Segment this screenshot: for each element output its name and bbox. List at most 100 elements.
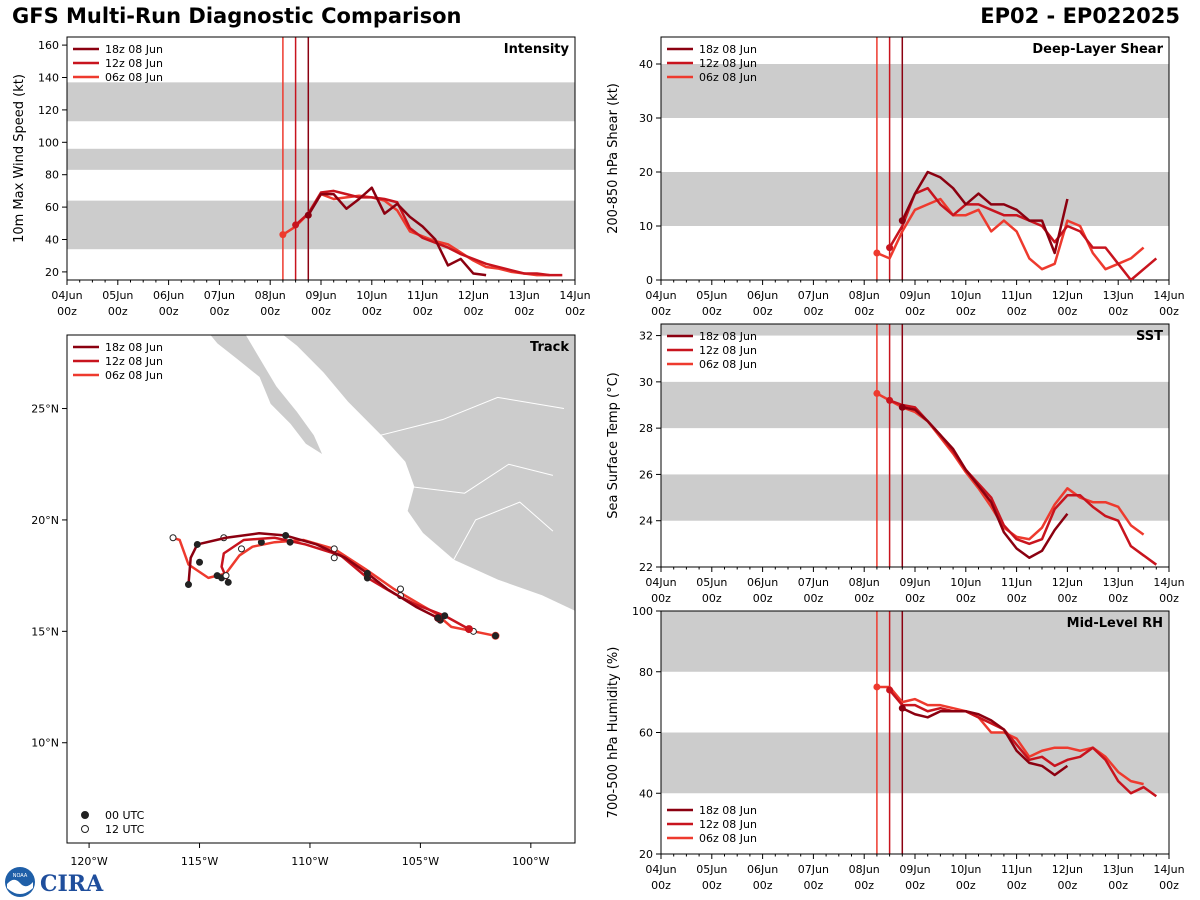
series-start-marker-rh-2 <box>898 704 906 712</box>
state-boundary-2 <box>453 501 554 561</box>
x-tick-label-shear-10: 14Jun <box>1153 289 1184 302</box>
x-tick-sublabel-shear-10: 00z <box>1159 305 1179 318</box>
band-sst-0 <box>661 474 1169 521</box>
series-start-marker-rh-0 <box>873 683 881 691</box>
y-axis-label-shear: 200-850 hPa Shear (kt) <box>606 83 621 234</box>
series-line-track-1 <box>220 536 470 631</box>
band-sst-1 <box>661 381 1169 429</box>
x-tick-sublabel-intensity-7: 00z <box>413 305 433 318</box>
x-tick-label-sst-2: 06Jun <box>747 576 778 589</box>
y-tick-label-rh-4: 100 <box>632 605 653 618</box>
x-tick-sublabel-intensity-2: 00z <box>159 305 179 318</box>
x-tick-sublabel-intensity-0: 00z <box>57 305 77 318</box>
series-line-sst-2 <box>902 406 1069 559</box>
y-tick-label-rh-1: 40 <box>639 787 653 800</box>
series-start-marker-sst-2 <box>898 403 906 411</box>
track-dot-1-7 <box>222 572 230 580</box>
x-tick-sublabel-shear-5: 00z <box>905 305 925 318</box>
x-tick-sublabel-rh-8: 00z <box>1058 879 1078 892</box>
page-title: GFS Multi-Run Diagnostic Comparison <box>12 4 462 28</box>
series-line-intensity-2 <box>307 186 487 277</box>
axes-frame-track <box>66 334 576 844</box>
y-tick-label-track-3: 25°N <box>31 403 59 416</box>
series-line-intensity-1 <box>294 189 563 277</box>
x-tick-sublabel-intensity-3: 00z <box>210 305 230 318</box>
state-boundary-0 <box>409 463 554 494</box>
x-tick-sublabel-intensity-10: 00z <box>565 305 585 318</box>
y-axis-label-sst: Sea Surface Temp (°C) <box>606 372 621 519</box>
y-tick-label-intensity-3: 80 <box>45 169 59 182</box>
x-tick-label-intensity-6: 10Jun <box>356 289 387 302</box>
x-tick-sublabel-shear-8: 00z <box>1058 305 1078 318</box>
x-tick-sublabel-sst-7: 00z <box>1007 592 1027 605</box>
y-tick-label-sst-0: 22 <box>639 561 653 574</box>
series-start-marker-sst-0 <box>873 389 881 397</box>
x-tick-label-shear-3: 07Jun <box>798 289 829 302</box>
x-tick-sublabel-sst-2: 00z <box>753 592 773 605</box>
x-tick-label-rh-5: 09Jun <box>899 863 930 876</box>
band-rh-0 <box>661 732 1169 794</box>
legend-label-intensity-1: 12z 08 Jun <box>105 57 163 70</box>
y-tick-label-intensity-1: 40 <box>45 234 59 247</box>
legend-label-rh-1: 12z 08 Jun <box>699 818 757 831</box>
y-tick-label-intensity-4: 100 <box>38 136 59 149</box>
x-tick-label-sst-5: 09Jun <box>899 576 930 589</box>
track-dot-2-4 <box>184 581 192 589</box>
y-tick-label-track-1: 15°N <box>31 625 59 638</box>
x-tick-sublabel-rh-1: 00z <box>702 879 722 892</box>
y-tick-label-track-0: 10°N <box>31 737 59 750</box>
x-tick-sublabel-sst-9: 00z <box>1108 592 1128 605</box>
x-tick-label-intensity-2: 06Jun <box>153 289 184 302</box>
track-dot-1-6 <box>330 554 338 562</box>
x-tick-label-rh-0: 04Jun <box>645 863 676 876</box>
chart-title-sst: SST <box>1136 329 1163 344</box>
track-dot-2-0 <box>434 614 442 622</box>
chart-intensity: 04Jun 00z 05Jun 00z 06Jun 00z 07Jun 00z 08Jun 00z… <box>12 36 591 318</box>
x-tick-label-intensity-4: 08Jun <box>255 289 286 302</box>
mainland-mexico <box>281 335 575 612</box>
series-line-rh-1 <box>888 689 1158 798</box>
x-tick-label-intensity-7: 11Jun <box>407 289 438 302</box>
x-tick-sublabel-rh-6: 00z <box>956 879 976 892</box>
chart-title-shear: Deep-Layer Shear <box>1032 42 1163 57</box>
x-tick-label-sst-7: 11Jun <box>1001 576 1032 589</box>
x-tick-label-track-3: 105°W <box>402 855 439 868</box>
y-tick-label-shear-4: 40 <box>639 58 653 71</box>
x-tick-sublabel-sst-8: 00z <box>1058 592 1078 605</box>
x-tick-sublabel-rh-2: 00z <box>753 879 773 892</box>
x-tick-sublabel-intensity-9: 00z <box>514 305 534 318</box>
chart-title-rh: Mid-Level RH <box>1067 616 1163 631</box>
x-tick-label-rh-3: 07Jun <box>798 863 829 876</box>
x-tick-label-intensity-10: 14Jun <box>559 289 590 302</box>
y-tick-label-sst-4: 30 <box>639 376 653 389</box>
track-dot-1-2 <box>286 538 294 546</box>
legend-label-track-2: 06z 08 Jun <box>105 369 163 382</box>
legend-label-shear-2: 06z 08 Jun <box>699 71 757 84</box>
marker-legend-icon-0 <box>81 811 89 819</box>
track-dot-2-2 <box>282 532 290 540</box>
chart-title-intensity: Intensity <box>504 42 570 57</box>
legend-label-sst-2: 06z 08 Jun <box>699 358 757 371</box>
x-tick-sublabel-intensity-5: 00z <box>311 305 331 318</box>
series-line-shear-2 <box>901 170 1069 255</box>
series-line-shear-1 <box>888 186 1158 280</box>
x-tick-label-rh-8: 12Jun <box>1052 863 1083 876</box>
chart-rh: 04Jun 00z 05Jun 00z 06Jun 00z 07Jun 00z 08Jun 00z… <box>606 605 1185 892</box>
x-tick-sublabel-shear-3: 00z <box>804 305 824 318</box>
x-tick-label-shear-5: 09Jun <box>899 289 930 302</box>
x-tick-label-sst-6: 10Jun <box>950 576 981 589</box>
x-tick-label-rh-10: 14Jun <box>1153 863 1184 876</box>
x-tick-label-track-0: 120°W <box>70 855 107 868</box>
legend-label-sst-0: 18z 08 Jun <box>699 330 757 343</box>
x-tick-label-shear-0: 04Jun <box>645 289 676 302</box>
x-tick-label-sst-1: 05Jun <box>696 576 727 589</box>
x-tick-sublabel-rh-10: 00z <box>1159 879 1179 892</box>
storm-id-title: EP02 - EP022025 <box>980 4 1180 28</box>
series-start-marker-intensity-2 <box>304 211 312 219</box>
y-tick-label-intensity-0: 20 <box>45 266 59 279</box>
x-tick-label-rh-4: 08Jun <box>849 863 880 876</box>
marker-legend-label-0: 00 UTC <box>105 809 145 822</box>
x-tick-label-shear-1: 05Jun <box>696 289 727 302</box>
y-tick-label-shear-3: 30 <box>639 112 653 125</box>
